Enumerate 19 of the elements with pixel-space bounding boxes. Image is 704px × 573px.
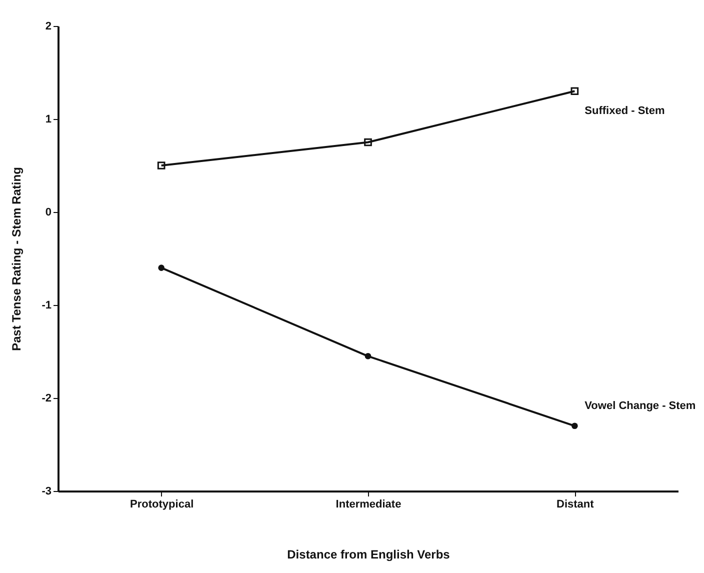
y-axis-title: Past Tense Rating - Stem Rating [10, 167, 24, 351]
y-tick-label: -2 [42, 392, 52, 404]
x-tick-label: Prototypical [130, 498, 194, 510]
point [364, 138, 372, 146]
point [570, 87, 579, 96]
y-tick-label: 0 [45, 206, 52, 218]
point [364, 352, 372, 360]
series-label: Vowel Change - Stem [584, 400, 696, 412]
point [158, 264, 164, 271]
x-tick-label: Intermediate [336, 498, 402, 510]
y-tick-label: 1 [45, 114, 52, 126]
point [572, 422, 578, 430]
y-tick-label: 2 [45, 20, 52, 32]
point [157, 162, 166, 170]
x-tick-label: Distant [556, 498, 594, 510]
series-label: Suffixed - Stem [584, 105, 665, 118]
x-axis-title: Distance from English Verbs [287, 548, 450, 562]
y-tick-label: -1 [42, 300, 52, 312]
y-tick-label: -3 [42, 486, 52, 498]
